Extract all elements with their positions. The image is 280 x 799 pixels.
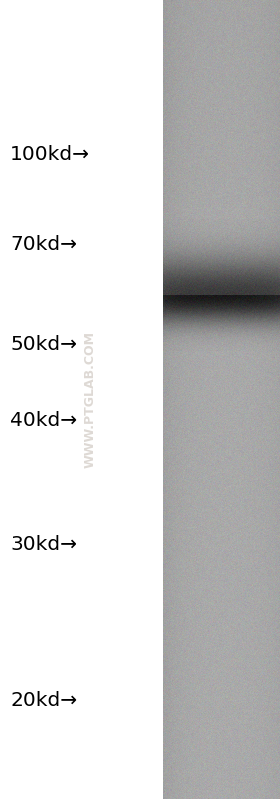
Text: WWW.PTGLAB.COM: WWW.PTGLAB.COM [83,332,97,468]
Text: 70kd→: 70kd→ [10,236,77,255]
Text: 30kd→: 30kd→ [10,535,77,555]
Text: 100kd→: 100kd→ [10,145,90,165]
Text: 40kd→: 40kd→ [10,411,77,430]
Text: 20kd→: 20kd→ [10,690,77,710]
Text: 50kd→: 50kd→ [10,336,77,355]
